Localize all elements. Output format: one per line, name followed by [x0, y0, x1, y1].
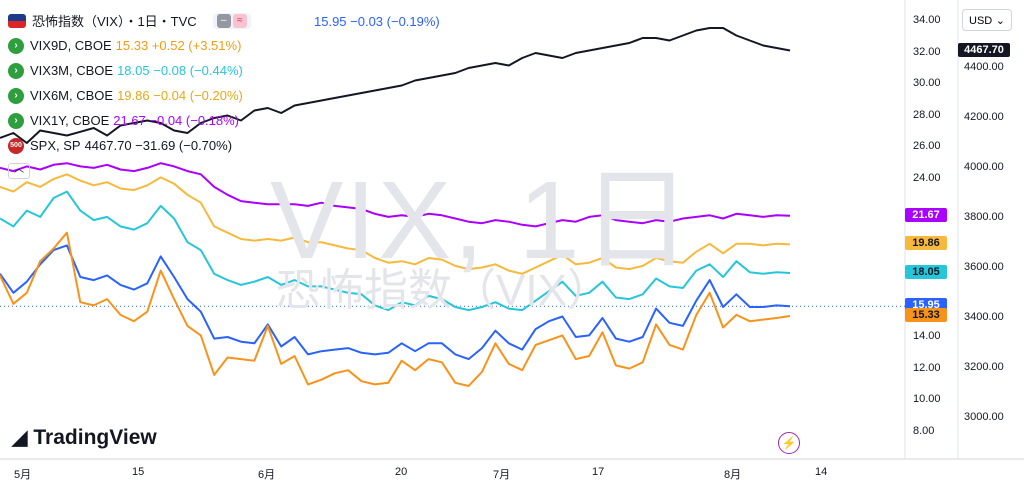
- eye-icon[interactable]: –: [216, 13, 231, 28]
- legend-row-vix1y[interactable]: › VIX1Y, CBOE 21.67 −0.04 (−0.18%): [8, 108, 251, 133]
- left-axis-tick: 28.00: [913, 108, 941, 121]
- us-flag-icon: [8, 13, 26, 28]
- right-axis-tick: 3400.00: [964, 311, 1004, 323]
- legend-row-vix9d[interactable]: › VIX9D, CBOE 15.33 +0.52 (+3.51%): [8, 33, 251, 58]
- price-line: 15.95 −0.03 (−0.19%): [314, 14, 440, 29]
- left-axis-tick: 26.00: [913, 140, 941, 153]
- right-axis-tick: 3800.00: [964, 211, 1004, 223]
- right-axis-tick: 4200.00: [964, 111, 1004, 123]
- currency-select[interactable]: USD ⌄: [962, 9, 1012, 31]
- play-icon: ›: [8, 37, 24, 54]
- legend-value: 18.05 −0.08 (−0.44%): [117, 63, 243, 78]
- play-icon: ›: [8, 62, 24, 79]
- last-value-label: 21.67: [905, 207, 947, 222]
- legend-value: 4467.70 −31.69 (−0.70%): [84, 138, 233, 153]
- time-axis-tick: 8月: [724, 469, 742, 481]
- left-axis-tick: 34.00: [913, 14, 941, 26]
- collapse-row[interactable]: ︿: [8, 158, 251, 183]
- legend-label: VIX6M, CBOE: [30, 88, 114, 103]
- time-axis-tick: 6月: [258, 469, 276, 481]
- series-line-vix9d: [0, 231, 791, 387]
- legend-row-vix3m[interactable]: › VIX3M, CBOE 18.05 −0.08 (−0.44%): [8, 58, 251, 83]
- watermark-sub: 恐怖指数（VIX）: [276, 266, 611, 315]
- tradingview-logo: ◢ TradingView: [12, 425, 157, 450]
- series-line-vix3m: [0, 190, 791, 312]
- left-axis-tick: 30.00: [913, 77, 941, 90]
- time-axis-tick: 14: [815, 466, 828, 478]
- legend-value: 19.86 −0.04 (−0.20%): [117, 88, 243, 103]
- legend-label: VIX9D, CBOE: [30, 38, 112, 53]
- legend-value: 21.67 −0.04 (−0.18%): [113, 113, 240, 128]
- time-axis-tick: 7月: [493, 469, 511, 481]
- series-line-vix1y: [0, 162, 791, 228]
- time-axis-tick: 17: [592, 466, 605, 478]
- last-value-label: 18.05: [905, 265, 947, 279]
- left-axis-tick: 24.00: [913, 172, 941, 184]
- legend-title: 恐怖指数（VIX）・1日・TVC: [32, 14, 197, 29]
- legend-row-vix6m[interactable]: › VIX6M, CBOE 19.86 −0.04 (−0.20%): [8, 83, 251, 108]
- left-axis-tick: 10.00: [913, 393, 941, 406]
- left-axis-tick: 32.00: [913, 45, 941, 58]
- tv-logo-icon: ◢: [12, 427, 28, 449]
- legend-row-spx[interactable]: 500 SPX, SP 4467.70 −31.69 (−0.70%): [8, 133, 251, 158]
- legend: 恐怖指数（VIX）・1日・TVC – ≈ › VIX9D, CBOE 15.33…: [8, 8, 251, 183]
- brand-text: TradingView: [33, 426, 157, 449]
- legend-value: 15.33 +0.52 (+3.51%): [115, 38, 242, 53]
- watermark-main: VIX, 1日: [270, 159, 694, 282]
- approx-icon[interactable]: ≈: [232, 13, 247, 28]
- left-axis-tick: 8.00: [913, 424, 935, 437]
- currency-label: USD: [969, 15, 993, 27]
- bolt-icon[interactable]: ⚡: [778, 432, 800, 454]
- right-axis-tick: 3000.00: [964, 411, 1004, 423]
- time-axis-tick: 15: [132, 466, 145, 478]
- series-line-spx: [0, 27, 791, 144]
- series-line-vix6m: [0, 173, 791, 275]
- visibility-toggle[interactable]: – ≈: [212, 12, 251, 29]
- legend-label: SPX, SP: [30, 138, 81, 153]
- left-axis-tick: 14.00: [913, 330, 941, 342]
- chevron-down-icon: ⌄: [995, 15, 1005, 27]
- last-value-label: 15.33: [905, 307, 947, 322]
- series-line-vix: [0, 244, 791, 361]
- legend-label: VIX1Y, CBOE: [30, 113, 110, 128]
- legend-label: VIX3M, CBOE: [30, 63, 114, 78]
- legend-title-row[interactable]: 恐怖指数（VIX）・1日・TVC – ≈: [8, 8, 251, 33]
- right-axis-tick: 3600.00: [964, 261, 1004, 273]
- last-value-label: 19.86: [905, 236, 947, 251]
- spx-badge-icon: 500: [8, 137, 24, 154]
- play-icon: ›: [8, 112, 24, 129]
- right-axis-tick: 4400.00: [964, 61, 1004, 73]
- time-axis-tick: 5月: [14, 469, 32, 481]
- play-icon: ›: [8, 87, 24, 104]
- time-axis-tick: 20: [395, 466, 408, 478]
- last-value-label: 4467.70: [958, 43, 1010, 58]
- right-axis-tick: 4000.00: [964, 161, 1004, 173]
- chevron-up-icon[interactable]: ︿: [8, 162, 30, 179]
- right-axis-tick: 3200.00: [964, 361, 1004, 373]
- left-axis-tick: 12.00: [913, 361, 941, 374]
